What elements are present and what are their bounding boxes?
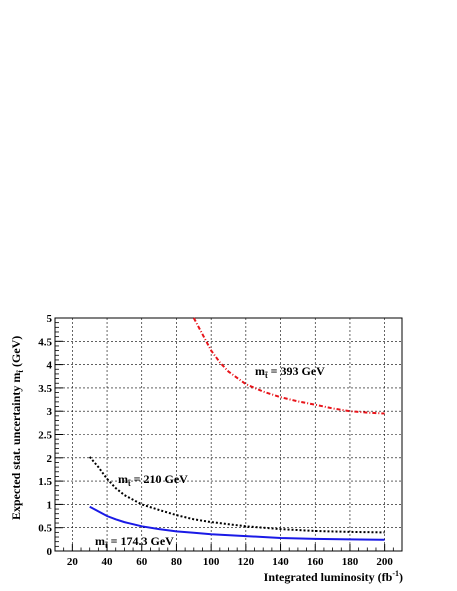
y-tick-label: 4 [47,360,53,372]
x-tick-label: 140 [272,556,289,568]
x-tick-label: 200 [376,556,393,568]
y-tick-label: 3.5 [38,383,52,395]
series-line-2 [89,505,385,541]
series-line-1 [88,456,385,534]
y-tick-label: 2 [47,453,53,465]
x-tick-label: 180 [342,556,359,568]
label-210: mt̃ = 210 GeV [118,472,188,488]
axis-ticks [55,317,394,552]
x-tick-label: 100 [203,556,220,568]
y-tick-label: 5 [47,313,53,325]
x-tick-label: 60 [136,556,148,568]
y-tick-label: 0 [47,546,53,558]
label-393: mt̃ = 393 GeV [255,364,325,380]
x-axis-title: Integrated luminosity (fb-1) [264,569,403,584]
grid [55,318,402,551]
x-tick-label: 80 [171,556,183,568]
y-axis-title: Expected stat. uncertainty mt̃ (GeV) [9,336,25,520]
tick-labels: 20 40 60 80 100 120 140 160 180 200 0 0.5 1 1.5 2 2.5 3 3… [38,313,393,568]
x-tick-label: 40 [102,556,114,568]
series-line-0 [192,317,385,415]
series-group [88,317,385,541]
x-tick-label: 20 [67,556,79,568]
y-tick-label: 4.5 [38,336,52,348]
x-tick-label: 120 [238,556,255,568]
y-tick-label: 2.5 [38,430,52,442]
y-tick-label: 0.5 [38,523,52,535]
label-174: mt̃ = 174.3 GeV [95,534,174,550]
x-tick-label: 160 [307,556,324,568]
y-tick-label: 1.5 [38,476,52,488]
y-tick-label: 3 [47,406,53,418]
y-tick-label: 1 [47,499,53,511]
